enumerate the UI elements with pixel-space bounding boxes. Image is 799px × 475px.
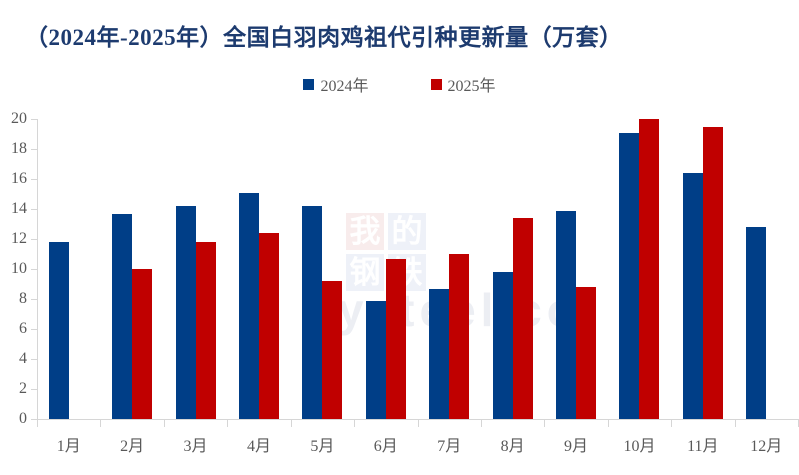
bar-2024年-8月 — [492, 272, 513, 419]
y-axis-tick-label: 14 — [11, 200, 27, 217]
chart-title: （2024年-2025年）全国白羽肉鸡祖代引种更新量（万套） — [25, 25, 623, 50]
y-axis-tick — [31, 329, 37, 330]
x-axis-tick — [417, 419, 419, 427]
bar-2025年-4月 — [258, 233, 279, 419]
y-axis-tick — [31, 389, 37, 390]
chart-legend: 2024年 2025年 — [0, 72, 799, 96]
x-category-label: 7月 — [437, 438, 462, 455]
y-axis-tick-label: 12 — [11, 230, 27, 247]
bar-2025年-6月 — [385, 258, 406, 419]
watermark-char-3: 钢 — [346, 254, 384, 291]
bar-2024年-10月 — [619, 132, 640, 419]
legend-label-2024: 2024年 — [320, 78, 369, 95]
y-axis-tick — [31, 239, 37, 240]
y-axis-tick — [31, 119, 37, 120]
y-axis-line — [37, 119, 38, 419]
y-axis-tick-label: 16 — [11, 170, 27, 187]
y-axis-tick — [31, 269, 37, 270]
bar-2024年-6月 — [365, 300, 386, 419]
bar-2025年-9月 — [576, 287, 597, 419]
y-axis-tick-label: 8 — [19, 290, 27, 307]
x-category-label: 4月 — [246, 438, 271, 455]
x-category-label: 5月 — [310, 438, 335, 455]
bar-2025年-8月 — [512, 218, 533, 419]
bar-2024年-3月 — [175, 206, 196, 419]
bar-2025年-11月 — [702, 126, 723, 419]
bar-2025年-5月 — [322, 281, 343, 419]
x-axis-tick — [607, 419, 609, 427]
x-axis-tick — [480, 419, 482, 427]
bar-2025年-3月 — [195, 242, 216, 419]
x-axis-tick — [100, 419, 102, 427]
y-axis-tick-label: 20 — [11, 110, 27, 127]
y-axis-tick — [31, 299, 37, 300]
y-axis-tick — [31, 149, 37, 150]
x-axis-tick — [544, 419, 546, 427]
x-category-label: 1月 — [56, 438, 81, 455]
y-axis-tick — [31, 209, 37, 210]
x-axis-tick — [290, 419, 292, 427]
legend-item-2025: 2025年 — [430, 72, 496, 96]
y-axis-tick-label: 0 — [19, 410, 27, 427]
x-category-label: 8月 — [500, 438, 525, 455]
bar-2024年-4月 — [238, 192, 259, 419]
x-category-label: 9月 — [564, 438, 589, 455]
x-axis-tick — [227, 419, 229, 427]
y-axis-tick-label: 10 — [11, 260, 27, 277]
bar-2025年-2月 — [132, 269, 153, 419]
legend-label-2025: 2025年 — [447, 78, 496, 95]
x-category-label: 11月 — [687, 438, 719, 455]
x-category-label: 2月 — [120, 438, 145, 455]
x-category-label: 6月 — [373, 438, 398, 455]
bar-2024年-5月 — [302, 206, 323, 419]
y-axis-tick-label: 4 — [19, 350, 27, 367]
x-axis-tick — [163, 419, 165, 427]
x-axis-tick — [37, 419, 38, 427]
x-category-label: 10月 — [623, 438, 656, 455]
bar-2025年-10月 — [639, 119, 660, 419]
y-axis-tick-label: 18 — [11, 140, 27, 157]
bar-2024年-12月 — [746, 227, 767, 419]
x-axis-tick — [354, 419, 356, 427]
bar-2025年-7月 — [449, 254, 470, 419]
y-axis-tick — [31, 179, 37, 180]
bar-2024年-7月 — [429, 288, 450, 419]
y-axis-tick — [31, 359, 37, 360]
x-axis-tick — [671, 419, 673, 427]
bar-2024年-9月 — [556, 210, 577, 419]
watermark-char-1: 我 — [346, 213, 384, 250]
legend-swatch-2024-icon — [303, 78, 315, 90]
x-axis-tick — [734, 419, 736, 427]
bar-2024年-11月 — [682, 173, 703, 419]
x-category-label: 3月 — [183, 438, 208, 455]
legend-item-2024: 2024年 — [303, 72, 369, 96]
bar-2024年-2月 — [112, 213, 133, 419]
y-axis-tick-label: 6 — [19, 320, 27, 337]
y-axis-tick — [31, 419, 37, 420]
legend-swatch-2025-icon — [430, 78, 442, 90]
x-category-label: 12月 — [750, 438, 783, 455]
y-axis-tick-label: 2 — [19, 380, 27, 397]
watermark-char-2: 的 — [388, 213, 426, 250]
bar-2024年-1月 — [48, 242, 69, 419]
